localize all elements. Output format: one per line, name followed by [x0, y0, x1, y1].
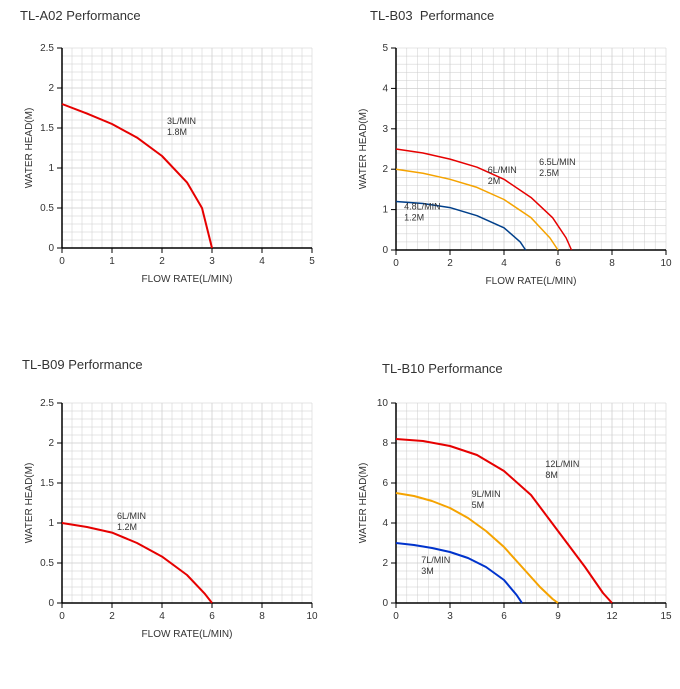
series-annotation: 1.2M: [117, 522, 137, 532]
y-tick: 2.5: [40, 398, 54, 409]
chart-title: TL-B03 Performance: [370, 8, 494, 23]
y-axis-label: WATER HEAD(M): [358, 109, 369, 190]
x-tick: 10: [306, 611, 318, 622]
series-annotation: 3L/MIN: [167, 116, 196, 126]
y-axis-label: WATER HEAD(M): [358, 462, 369, 543]
chart-a02: 0 1 2 3 4 5 0 0.5 1 1.5 2 2.5 FLOW RATE(L/MIN) WATER …: [18, 38, 318, 298]
chart-cell-a02: TL-A02 Performance 0 1 2 3 4 5 0 0.5 1 1.5 2 2.5 FLOW…: [0, 0, 340, 345]
x-tick: 4: [501, 258, 507, 269]
series-annotation: 6L/MIN: [117, 511, 146, 521]
series-annotation: 3M: [421, 566, 434, 576]
series-line: [396, 543, 522, 603]
series-annotation: 2M: [488, 176, 501, 186]
y-tick: 8: [382, 438, 388, 449]
y-tick: 0.5: [40, 203, 54, 214]
x-tick: 4: [159, 611, 165, 622]
x-tick: 8: [259, 611, 265, 622]
x-tick: 1: [109, 256, 115, 267]
x-tick: 6: [209, 611, 215, 622]
x-tick: 2: [447, 258, 453, 269]
x-tick: 6: [555, 258, 561, 269]
x-tick: 0: [393, 258, 399, 269]
series-annotation: 9L/MIN: [472, 489, 501, 499]
series-annotation: 4.8L/MIN: [404, 202, 441, 212]
y-tick: 1: [48, 163, 54, 174]
y-tick: 2: [48, 438, 54, 449]
chart-cell-b09: TL-B09 Performance 0 2 4 6 8 10 0 0.5 1 1.5 2 2.5 FLO…: [0, 345, 340, 689]
x-tick: 0: [393, 611, 399, 622]
x-tick: 2: [109, 611, 115, 622]
y-tick: 0: [48, 243, 54, 254]
chart-b10: 0 3 6 9 12 15 0 2 4 6 8 10 WATER HEAD(M) 12L/MIN8M 9L/…: [352, 393, 672, 659]
series-annotation: 5M: [472, 500, 485, 510]
x-tick: 10: [660, 258, 672, 269]
chart-title: TL-B10 Performance: [382, 361, 503, 376]
y-tick: 2: [48, 83, 54, 94]
y-tick: 1: [382, 205, 388, 216]
x-axis-label: FLOW RATE(L/MIN): [486, 276, 577, 287]
y-tick: 1.5: [40, 478, 54, 489]
y-tick: 4: [382, 518, 388, 529]
x-tick: 8: [609, 258, 615, 269]
y-axis-label: WATER HEAD(M): [24, 108, 35, 189]
x-tick: 3: [209, 256, 215, 267]
x-tick: 0: [59, 611, 65, 622]
series-annotation: 1.2M: [404, 213, 424, 223]
y-tick: 1: [48, 518, 54, 529]
x-tick: 0: [59, 256, 65, 267]
chart-b09: 0 2 4 6 8 10 0 0.5 1 1.5 2 2.5 FLOW RATE(L/MIN) WATER…: [18, 393, 318, 659]
series-annotation: 6.5L/MIN: [539, 157, 576, 167]
y-tick: 2.5: [40, 43, 54, 54]
y-tick: 3: [382, 124, 388, 135]
x-tick: 3: [447, 611, 453, 622]
y-axis-label: WATER HEAD(M): [24, 462, 35, 543]
series-annotation: 12L/MIN: [545, 459, 579, 469]
y-tick: 5: [382, 43, 388, 54]
series-annotation: 7L/MIN: [421, 555, 450, 565]
y-tick: 0: [382, 598, 388, 609]
x-tick: 6: [501, 611, 507, 622]
y-tick: 0: [382, 245, 388, 256]
x-axis-label: FLOW RATE(L/MIN): [142, 629, 233, 640]
series-annotation: 8M: [545, 470, 558, 480]
x-tick: 4: [259, 256, 265, 267]
x-tick: 12: [606, 611, 618, 622]
y-tick: 1.5: [40, 123, 54, 134]
x-axis-label: FLOW RATE(L/MIN): [142, 274, 233, 285]
series-annotation: 2.5M: [539, 168, 559, 178]
y-tick: 4: [382, 83, 388, 94]
chart-title: TL-A02 Performance: [20, 8, 141, 23]
series-annotation: 1.8M: [167, 127, 187, 137]
y-tick: 0.5: [40, 558, 54, 569]
y-tick: 0: [48, 598, 54, 609]
chart-cell-b10: TL-B10 Performance 0 3 6 9 12 15 0 2 4 6 8 10 WATER H…: [340, 345, 680, 689]
series-annotation: 6L/MIN: [488, 165, 517, 175]
chart-cell-b03: TL-B03 Performance 0 2 4 6 8 10 0 1 2 3 4 5 FLOW RATE…: [340, 0, 680, 345]
x-tick: 15: [660, 611, 672, 622]
x-tick: 5: [309, 256, 315, 267]
x-tick: 9: [555, 611, 561, 622]
y-tick: 2: [382, 558, 388, 569]
chart-title: TL-B09 Performance: [22, 357, 143, 372]
y-tick: 2: [382, 164, 388, 175]
chart-b03: 0 2 4 6 8 10 0 1 2 3 4 5 FLOW RATE(L/MIN) WATER HEAD(…: [352, 38, 672, 306]
x-tick: 2: [159, 256, 165, 267]
y-tick: 6: [382, 478, 388, 489]
y-tick: 10: [377, 398, 389, 409]
